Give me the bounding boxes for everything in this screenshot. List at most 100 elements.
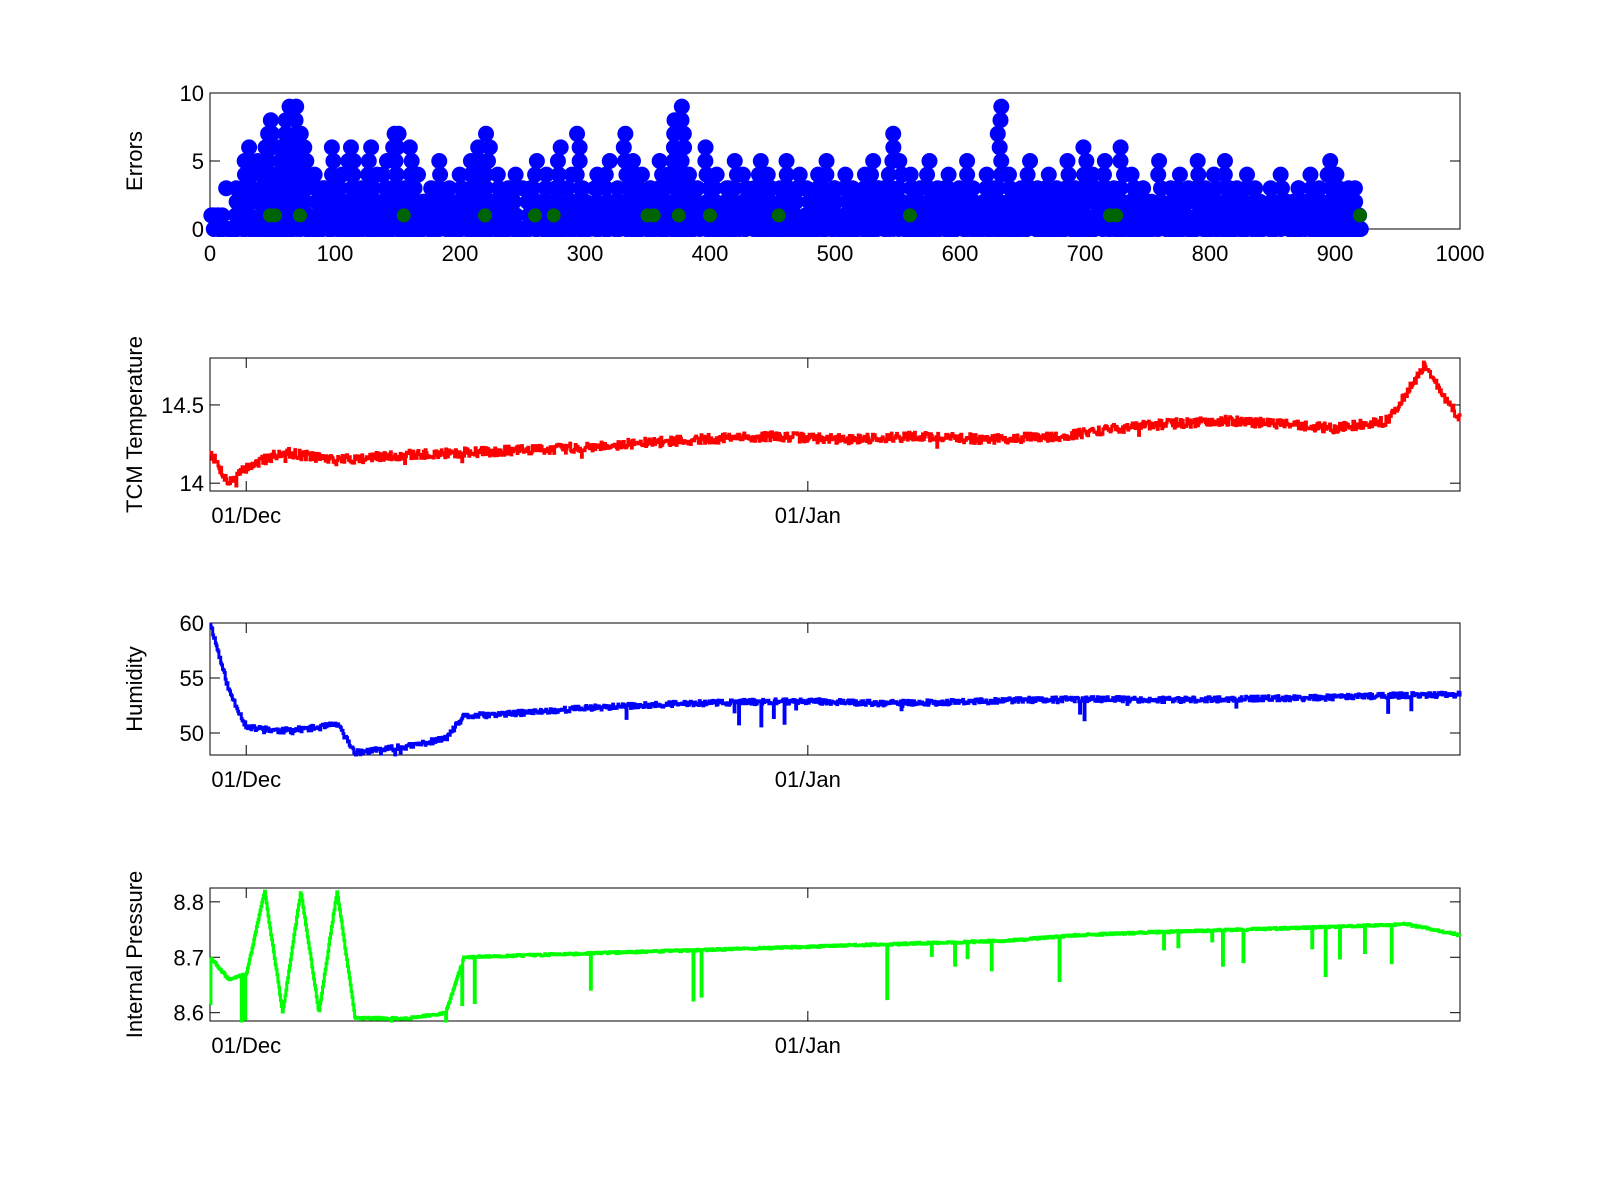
errors-point — [481, 139, 498, 156]
errors-point-green — [478, 208, 492, 223]
errors-point — [1140, 207, 1157, 224]
errors-point — [1135, 180, 1152, 197]
errors-point — [778, 153, 795, 169]
errors-point — [578, 221, 595, 237]
errors-point — [1216, 207, 1233, 224]
errors-point — [865, 221, 882, 237]
errors-point-green — [1109, 208, 1124, 223]
errors-point — [1322, 153, 1339, 169]
errors-point — [298, 153, 315, 169]
errors-point — [1235, 193, 1252, 210]
errors-point — [1255, 221, 1272, 237]
errors-point — [615, 139, 632, 156]
errors-point — [706, 180, 723, 197]
y-tick-label: 60 — [180, 611, 204, 636]
errors-point — [568, 166, 585, 183]
errors-point — [351, 193, 368, 210]
errors-point — [241, 207, 258, 224]
pressure-panel: 01/Dec 01/Jan 8.6 8.7 8.8 Internal Pressure — [122, 871, 1462, 1058]
errors-point — [287, 112, 304, 129]
errors-point — [656, 180, 673, 197]
errors-point — [575, 207, 592, 224]
errors-point — [814, 180, 831, 197]
errors-point-green — [528, 208, 542, 223]
errors-point — [1245, 207, 1262, 224]
errors-point — [818, 153, 835, 169]
errors-point — [489, 166, 506, 183]
errors-point — [559, 180, 576, 197]
errors-point — [550, 166, 567, 183]
errors-point — [921, 153, 938, 169]
errors-point — [948, 221, 965, 237]
errors-point — [601, 153, 618, 169]
errors-point — [1252, 193, 1269, 210]
errors-point — [260, 153, 277, 169]
y-tick-label: 10 — [180, 81, 204, 106]
errors-point — [1177, 207, 1194, 224]
errors-point — [1216, 153, 1233, 169]
errors-point — [571, 153, 588, 169]
y-tick-label: 8.7 — [173, 945, 204, 970]
errors-point — [218, 180, 235, 197]
errors-point — [1291, 193, 1308, 210]
errors-point — [479, 153, 496, 169]
errors-panel: 0 100 200 300 400 500 600 700 800 900 1000 0 5 10 Erro… — [122, 81, 1484, 266]
errors-point — [959, 153, 976, 169]
errors-point — [432, 166, 449, 183]
errors-point — [1057, 221, 1074, 237]
errors-point — [374, 166, 391, 183]
errors-point — [880, 166, 897, 183]
errors-point — [673, 98, 690, 115]
errors-point — [788, 193, 805, 210]
plot-frame — [209, 887, 1461, 1022]
errors-point — [762, 221, 779, 237]
errors-point — [389, 139, 406, 156]
errors-point — [470, 139, 487, 156]
errors-point — [1197, 180, 1214, 197]
x-tick-label: 01/Dec — [211, 1033, 281, 1058]
errors-point — [675, 125, 692, 142]
errors-point — [403, 153, 420, 169]
errors-point — [406, 180, 423, 197]
errors-point — [872, 193, 889, 210]
errors-point — [478, 125, 495, 142]
errors-point — [451, 221, 468, 237]
errors-point — [689, 180, 706, 197]
errors-point-green — [1353, 208, 1367, 223]
errors-point — [478, 193, 495, 210]
errors-point — [1272, 166, 1289, 183]
errors-point — [527, 166, 544, 183]
errors-point — [1216, 166, 1233, 183]
errors-point — [1075, 139, 1092, 156]
errors-point — [423, 207, 440, 224]
errors-point — [680, 166, 697, 183]
errors-point — [1112, 139, 1129, 156]
x-tick-label: 200 — [442, 241, 479, 266]
errors-point — [1190, 166, 1207, 183]
errors-point — [716, 207, 733, 224]
errors-point — [1139, 193, 1156, 210]
errors-point — [390, 125, 407, 142]
errors-point — [364, 180, 381, 197]
y-axis-label: TCM Temperature — [122, 336, 147, 513]
y-tick-label: 14 — [180, 471, 204, 496]
errors-point — [1265, 193, 1282, 210]
x-tick-label: 0 — [204, 241, 216, 266]
errors-point — [676, 139, 693, 156]
errors-point — [325, 153, 342, 169]
errors-point — [863, 166, 880, 183]
errors-point — [939, 180, 956, 197]
errors-point — [345, 153, 362, 169]
errors-point-green — [546, 208, 561, 223]
errors-point — [797, 207, 814, 224]
errors-point — [1049, 193, 1066, 210]
errors-point — [1319, 207, 1336, 224]
humidity-line — [209, 622, 1462, 757]
errors-point — [332, 193, 349, 210]
errors-point — [1040, 221, 1057, 237]
errors-point — [507, 166, 524, 183]
errors-point — [1188, 193, 1205, 210]
plot-frame — [209, 357, 1461, 492]
y-tick-label: 8.8 — [173, 890, 204, 915]
